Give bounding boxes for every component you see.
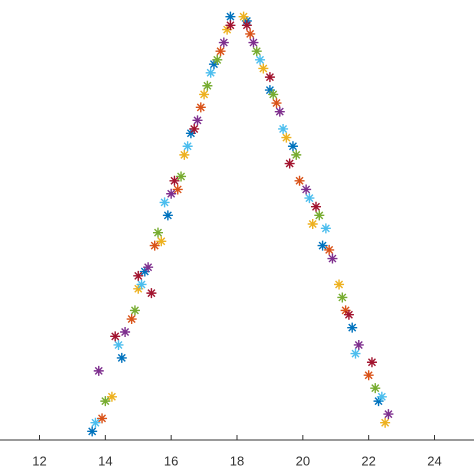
point — [307, 219, 318, 229]
point — [166, 188, 177, 199]
point — [90, 417, 101, 428]
point — [334, 279, 345, 290]
point — [366, 357, 377, 368]
point — [311, 201, 321, 212]
point — [343, 309, 354, 320]
point — [238, 11, 249, 22]
point — [192, 115, 203, 126]
point — [337, 292, 348, 303]
point — [208, 59, 219, 70]
point — [133, 270, 144, 281]
point — [205, 67, 216, 78]
x-tick-label: 22 — [361, 453, 375, 468]
point — [255, 54, 266, 65]
point — [212, 54, 223, 65]
point — [116, 352, 127, 363]
point — [284, 158, 295, 169]
point — [222, 24, 233, 35]
point — [281, 132, 292, 143]
point — [195, 102, 206, 113]
point — [106, 391, 117, 402]
point — [264, 85, 275, 96]
point — [176, 171, 187, 182]
point — [143, 262, 154, 273]
point — [225, 20, 236, 31]
point — [156, 236, 167, 247]
point — [172, 184, 183, 195]
point — [268, 89, 279, 100]
point — [159, 197, 170, 208]
point — [271, 98, 282, 109]
point — [179, 149, 190, 160]
point — [215, 46, 226, 57]
point — [182, 141, 193, 152]
point — [370, 383, 381, 394]
point — [248, 37, 259, 48]
point — [146, 288, 157, 299]
point — [258, 63, 269, 74]
point — [383, 409, 394, 420]
point — [294, 175, 305, 186]
point — [264, 72, 275, 83]
point — [373, 396, 384, 407]
point — [100, 396, 111, 407]
point — [380, 417, 391, 428]
point — [97, 413, 108, 424]
point — [245, 28, 256, 39]
point — [363, 370, 374, 381]
point — [133, 283, 144, 294]
x-tick-label: 20 — [296, 453, 310, 468]
x-tick-label: 24 — [427, 453, 441, 468]
point — [136, 279, 147, 290]
point — [153, 227, 163, 238]
point — [340, 305, 351, 316]
point — [202, 80, 213, 91]
point — [274, 106, 285, 117]
point — [139, 266, 150, 277]
point — [350, 348, 361, 359]
point — [110, 331, 121, 342]
point — [93, 365, 104, 376]
point — [189, 123, 200, 134]
point — [320, 223, 331, 234]
point — [129, 305, 140, 316]
point — [301, 184, 312, 195]
point — [126, 314, 137, 325]
point — [162, 210, 173, 221]
point — [287, 141, 298, 152]
point — [327, 253, 338, 264]
point — [304, 193, 315, 204]
point — [317, 240, 328, 251]
point — [113, 339, 124, 350]
point — [87, 426, 98, 437]
point — [314, 210, 325, 221]
point — [169, 175, 180, 186]
x-tick-label: 12 — [32, 453, 46, 468]
point — [199, 89, 210, 100]
point — [353, 339, 364, 350]
point — [278, 123, 289, 134]
point — [241, 20, 252, 31]
x-tick-label: 16 — [164, 453, 178, 468]
point — [149, 240, 160, 251]
point — [324, 244, 335, 255]
x-tick-label: 14 — [98, 453, 112, 468]
point — [185, 128, 196, 139]
point — [120, 327, 131, 337]
point — [376, 391, 387, 402]
x-tick-label: 18 — [230, 453, 244, 468]
point — [251, 46, 262, 57]
point — [291, 149, 302, 160]
point — [347, 322, 358, 333]
point — [218, 37, 229, 48]
point — [225, 11, 236, 22]
